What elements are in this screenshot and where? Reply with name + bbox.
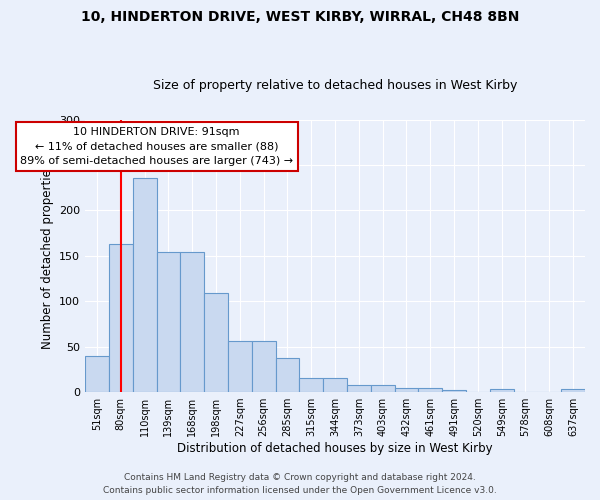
Bar bbox=[109, 244, 133, 392]
Bar bbox=[228, 341, 252, 392]
Bar bbox=[561, 390, 585, 392]
Bar bbox=[204, 293, 228, 392]
Bar bbox=[133, 178, 157, 392]
Text: Contains HM Land Registry data © Crown copyright and database right 2024.
Contai: Contains HM Land Registry data © Crown c… bbox=[103, 474, 497, 495]
Bar bbox=[347, 385, 371, 392]
Bar bbox=[181, 252, 204, 392]
Text: 10, HINDERTON DRIVE, WEST KIRBY, WIRRAL, CH48 8BN: 10, HINDERTON DRIVE, WEST KIRBY, WIRRAL,… bbox=[81, 10, 519, 24]
Bar bbox=[85, 356, 109, 392]
Bar bbox=[275, 358, 299, 392]
Bar bbox=[299, 378, 323, 392]
Bar bbox=[323, 378, 347, 392]
Bar bbox=[442, 390, 466, 392]
Bar bbox=[490, 390, 514, 392]
X-axis label: Distribution of detached houses by size in West Kirby: Distribution of detached houses by size … bbox=[177, 442, 493, 455]
Text: 10 HINDERTON DRIVE: 91sqm
← 11% of detached houses are smaller (88)
89% of semi-: 10 HINDERTON DRIVE: 91sqm ← 11% of detac… bbox=[20, 127, 293, 166]
Title: Size of property relative to detached houses in West Kirby: Size of property relative to detached ho… bbox=[153, 79, 517, 92]
Bar bbox=[418, 388, 442, 392]
Bar bbox=[395, 388, 418, 392]
Bar bbox=[371, 385, 395, 392]
Y-axis label: Number of detached properties: Number of detached properties bbox=[41, 163, 53, 349]
Bar bbox=[252, 341, 275, 392]
Bar bbox=[157, 252, 181, 392]
